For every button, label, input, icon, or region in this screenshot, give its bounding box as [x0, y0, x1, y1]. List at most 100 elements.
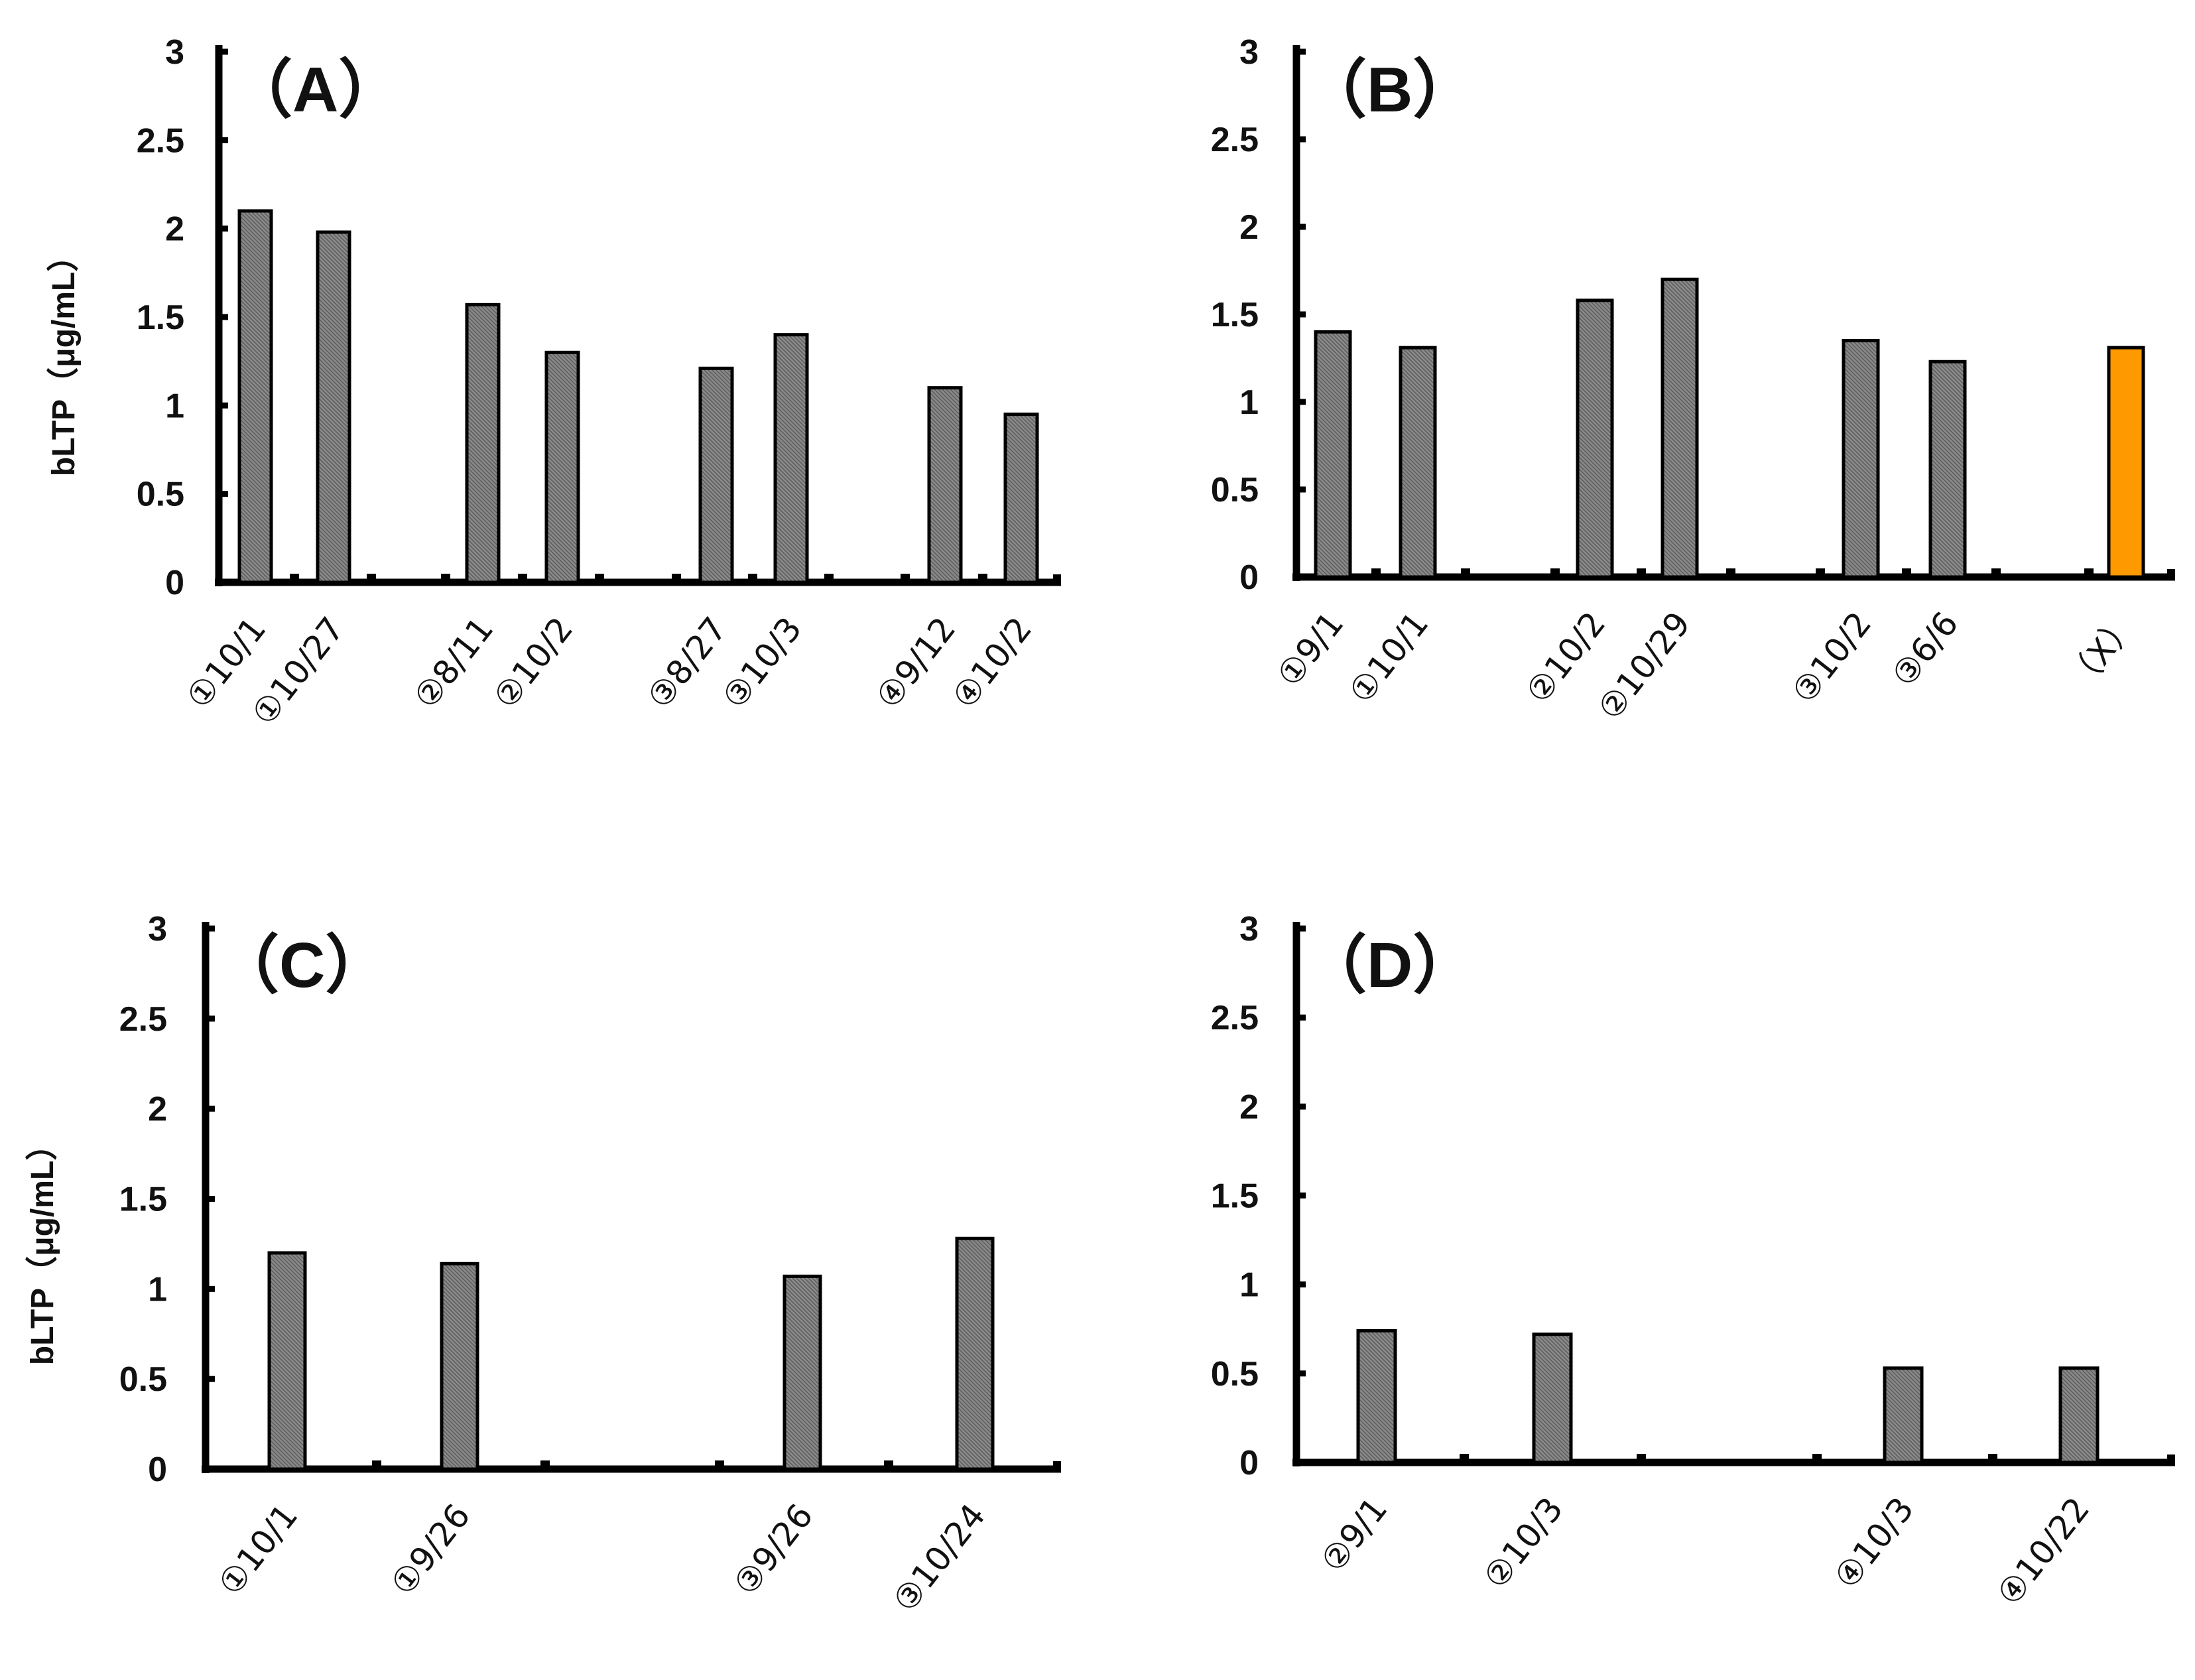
panel-a-ylabel: bLTP（μg/mL） [46, 240, 82, 476]
bar [1532, 1332, 1573, 1464]
x-axis-end-tick [2167, 1454, 2175, 1462]
bar [698, 366, 734, 584]
y-tick-label: 1 [1239, 383, 1259, 422]
x-tick [1726, 568, 1735, 577]
bar [267, 1251, 307, 1471]
x-category-label: ①9/26 [383, 1497, 477, 1603]
y-tick-label: 0.5 [1211, 1355, 1259, 1393]
x-tick [1991, 568, 2001, 577]
x-category-label: （X） [2059, 605, 2144, 699]
panel-c: （C） bLTP（μg/mL） 0 0.5 1 1.5 2 2.5 3 ①10/1 ①9/26 ③… [25, 910, 1061, 1619]
x-tick [441, 574, 450, 582]
y-tick-label: 2 [1239, 1088, 1259, 1126]
x-category-label: ④9/12 [869, 610, 963, 716]
y-tick-label: 0.5 [137, 476, 184, 514]
panel-a-title: （A） [229, 54, 402, 125]
bar [1576, 298, 1614, 579]
x-tick [1812, 1454, 1822, 1462]
x-tick [2084, 568, 2094, 577]
bar [1356, 1328, 1397, 1464]
x-category-label: ③8/27 [640, 610, 734, 716]
panel-d-plot: 0 0.5 1 1.5 2 2.5 3 ②9/1 ②10/3 ④10/3 ④10/22 [1211, 910, 2175, 1612]
bar [783, 1274, 822, 1471]
x-tick [824, 574, 834, 582]
y-tick-label: 0.5 [119, 1360, 167, 1399]
y-tick-label: 1.5 [1211, 296, 1259, 334]
y-tick-label: 1.5 [137, 298, 184, 337]
x-category-label: ②9/1 [1314, 1490, 1395, 1579]
panel-c-plot: 0 0.5 1 1.5 2 2.5 3 ①10/1 ①9/26 ③9/26 ③10/24 [119, 910, 1061, 1619]
y-tick-label: 0.5 [1211, 471, 1259, 509]
y-tick-label: 2 [165, 210, 184, 249]
bar [237, 209, 273, 584]
x-category-label: ②10/3 [1476, 1490, 1570, 1596]
bar [465, 302, 501, 584]
y-tick-label: 2.5 [1211, 999, 1259, 1037]
y-tick-label: 0 [165, 564, 184, 602]
x-category-label: ④10/2 [945, 610, 1039, 716]
x-tick [1637, 568, 1646, 577]
panel-a: （A） bLTP（μg/mL） 00.511.522.53①10/1①10/27… [46, 33, 1061, 732]
y-tick-label: 0 [1239, 558, 1259, 597]
x-category-label: ③9/26 [726, 1497, 820, 1603]
x-tick [1637, 1454, 1646, 1462]
y-tick-label: 3 [1239, 910, 1259, 948]
x-axis-end-tick [2167, 569, 2175, 577]
x-tick [1371, 568, 1381, 577]
panel-b-title: （B） [1303, 54, 1476, 125]
y-tick-label: 1 [165, 387, 184, 425]
y-tick-label: 3 [165, 33, 184, 72]
x-axis-end-tick [1053, 574, 1061, 582]
y-tick-label: 2 [1239, 208, 1259, 247]
x-tick [978, 574, 987, 582]
x-category-label: ③6/6 [1885, 605, 1966, 694]
bar [1928, 359, 1967, 579]
y-tick-label: 1 [1239, 1266, 1259, 1305]
x-tick [372, 1460, 381, 1469]
x-category-label: ①10/1 [211, 1497, 305, 1603]
x-tick [715, 1460, 724, 1469]
x-tick [367, 574, 376, 582]
bar [1314, 330, 1352, 579]
bar [2107, 346, 2145, 579]
bar [1003, 413, 1039, 584]
x-category-label: ②10/2 [486, 610, 580, 716]
bar [1842, 339, 1880, 579]
x-category-label: ④10/3 [1827, 1490, 1921, 1596]
x-tick [1816, 568, 1825, 577]
bar [927, 386, 963, 584]
x-tick [884, 1460, 893, 1469]
x-tick [1460, 1454, 1469, 1462]
x-category-label: ③10/2 [1785, 605, 1879, 711]
panel-c-title: （C） [216, 930, 389, 1001]
bar [1399, 346, 1437, 579]
bar [440, 1261, 479, 1471]
y-tick-label: 1 [148, 1270, 167, 1309]
y-tick-label: 3 [1239, 33, 1259, 72]
x-category-label: ①9/1 [1270, 605, 1351, 694]
x-tick [672, 574, 681, 582]
x-tick [1550, 568, 1560, 577]
x-category-label: ②10/29 [1590, 605, 1698, 728]
x-tick [748, 574, 757, 582]
bar [773, 333, 809, 584]
y-tick-label: 0 [148, 1451, 167, 1489]
panel-d: （D） 0 0.5 1 1.5 2 2.5 3 ②9/1 ②10/3 ④10/3 ④10/22 [1211, 910, 2175, 1612]
bar [316, 230, 351, 584]
y-tick-label: 2 [148, 1090, 167, 1129]
x-tick [290, 574, 299, 582]
bar [955, 1236, 995, 1471]
panel-d-title: （D） [1303, 930, 1476, 1001]
x-tick [595, 574, 604, 582]
x-tick [901, 574, 910, 582]
x-tick [518, 574, 527, 582]
x-category-label: ③10/3 [715, 610, 809, 716]
panel-c-ylabel: bLTP（μg/mL） [25, 1129, 60, 1365]
y-tick-label: 3 [148, 910, 167, 948]
x-tick [1902, 568, 1911, 577]
x-tick [1461, 568, 1470, 577]
x-tick [540, 1460, 550, 1469]
